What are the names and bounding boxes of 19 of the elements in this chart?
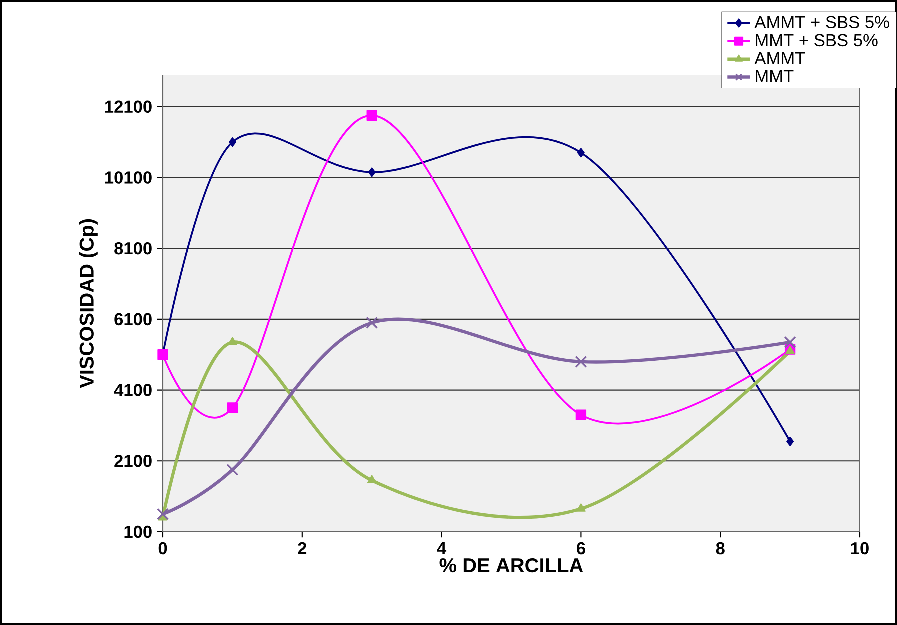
x-tick-label: 8 xyxy=(716,542,725,555)
y-axis-title: VISCOSIDAD (Cp) xyxy=(79,220,98,388)
x-tick-label: 2 xyxy=(298,542,307,554)
legend-label: AMMT xyxy=(754,52,806,64)
y-tick-label: 6100 xyxy=(114,313,152,326)
x-tick-label: 10 xyxy=(851,542,869,555)
legend-label: MMT + SBS 5% xyxy=(756,34,878,47)
y-tick-label: 4100 xyxy=(114,384,152,396)
y-tick-label: 2100 xyxy=(114,454,152,468)
legend-label: MMT xyxy=(756,70,794,82)
x-tick-label: 4 xyxy=(437,542,447,554)
legend-label: AMMT + SBS 5% xyxy=(754,16,890,28)
y-tick-label: 10100 xyxy=(105,172,152,184)
y-tick-label: 100 xyxy=(124,526,152,538)
y-tick-label: 12100 xyxy=(105,100,152,114)
x-tick-label: 6 xyxy=(577,542,586,555)
x-tick-label: 0 xyxy=(158,542,168,555)
y-tick-label: 8100 xyxy=(114,242,152,255)
x-axis-title: % DE ARCILLA xyxy=(440,558,584,573)
